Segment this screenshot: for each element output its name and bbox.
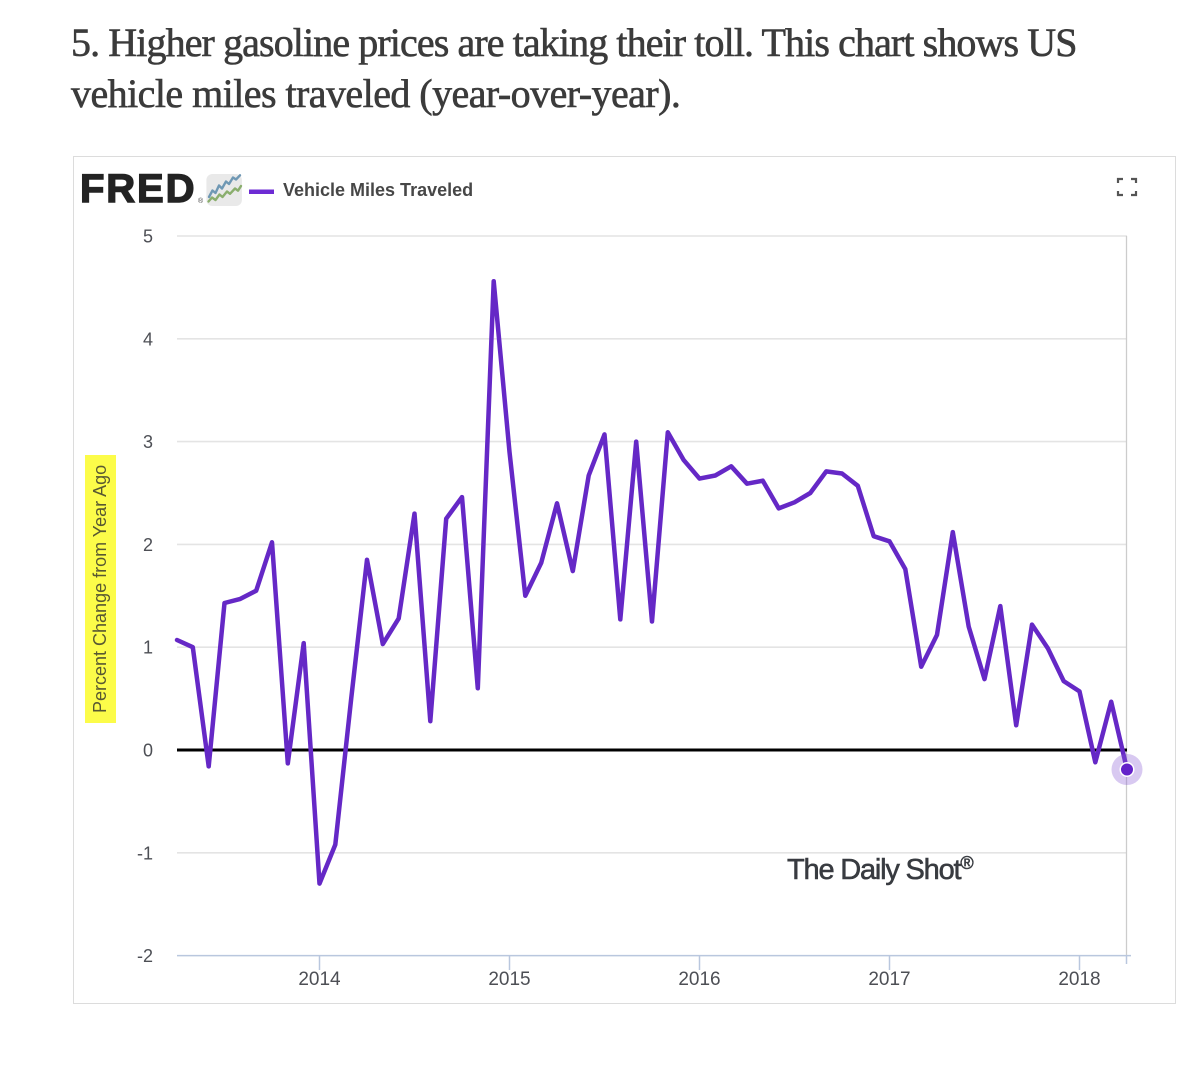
svg-text:3: 3	[143, 432, 153, 452]
svg-text:The Daily Shot®: The Daily Shot®	[787, 853, 973, 886]
svg-text:2: 2	[143, 535, 153, 555]
svg-text:2016: 2016	[678, 969, 720, 990]
svg-text:FRED: FRED	[80, 167, 196, 211]
svg-text:2014: 2014	[298, 969, 341, 990]
svg-text:0: 0	[143, 741, 153, 761]
svg-text:2018: 2018	[1058, 969, 1100, 990]
svg-text:-1: -1	[137, 843, 153, 863]
svg-text:Percent Change from Year Ago: Percent Change from Year Ago	[90, 465, 110, 713]
svg-text:-2: -2	[137, 946, 153, 966]
svg-text:2017: 2017	[868, 969, 910, 990]
svg-text:5: 5	[143, 227, 153, 247]
svg-text:4: 4	[143, 329, 153, 349]
svg-text:2015: 2015	[488, 969, 530, 990]
svg-text:1: 1	[143, 638, 153, 658]
svg-text:®: ®	[198, 197, 204, 205]
svg-text:Vehicle Miles Traveled: Vehicle Miles Traveled	[283, 180, 473, 200]
